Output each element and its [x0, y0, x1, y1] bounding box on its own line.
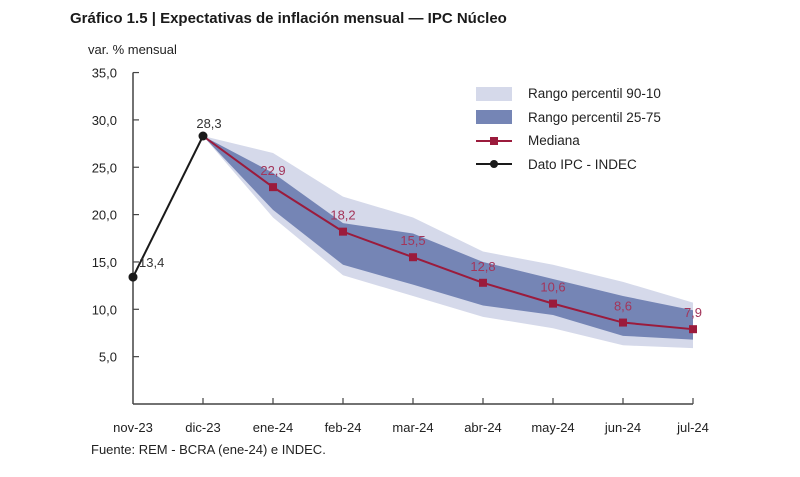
x-tick-label: abr-24	[464, 420, 502, 435]
band-p25-75	[203, 135, 693, 340]
mediana-data-label: 18,2	[330, 208, 355, 223]
legend-swatch-p25-75	[476, 110, 512, 125]
x-tick-label: ene-24	[253, 420, 293, 435]
y-tick-label: 20,0	[92, 208, 117, 223]
mediana-point	[339, 227, 347, 236]
x-tick-label: mar-24	[392, 420, 433, 435]
x-tick-label: jun-24	[604, 420, 641, 435]
mediana-data-label: 22,9	[260, 163, 285, 178]
mediana-data-label: 7,9	[684, 305, 702, 320]
y-tick-label: 30,0	[92, 113, 117, 128]
x-tick-label: may-24	[531, 420, 574, 435]
legend-label-p25-75: Rango percentil 25-75	[528, 109, 661, 125]
mediana-data-label: 10,6	[540, 280, 565, 295]
legend-label-mediana: Mediana	[528, 133, 580, 149]
mediana-point	[619, 318, 627, 327]
legend: Rango percentil 90-10 Rango percentil 25…	[476, 82, 661, 176]
legend-label-p90-10: Rango percentil 90-10	[528, 86, 661, 102]
mediana-data-label: 8,6	[614, 299, 632, 314]
legend-label-ipc-indec: Dato IPC - INDEC	[528, 156, 637, 172]
mediana-point	[689, 325, 697, 334]
ipc-data-label: 28,3	[196, 116, 221, 131]
y-tick-label: 15,0	[92, 255, 117, 270]
ipc-indec-line	[132, 135, 204, 278]
legend-item-ipc-indec: Dato IPC - INDEC	[476, 153, 661, 177]
mediana-line	[202, 135, 694, 331]
y-tick-label: 35,0	[92, 66, 117, 81]
y-tick-label: 5,0	[99, 350, 117, 365]
legend-item-p25-75: Rango percentil 25-75	[476, 106, 661, 130]
mediana-point	[549, 299, 557, 308]
y-tick-label: 10,0	[92, 302, 117, 317]
mediana-data-label: 15,5	[400, 233, 425, 248]
legend-marker-ipc-indec	[476, 157, 512, 171]
legend-item-mediana: Mediana	[476, 129, 661, 153]
legend-swatch-p90-10	[476, 86, 512, 101]
x-tick-label: dic-23	[185, 420, 220, 435]
x-tick-label: nov-23	[113, 420, 153, 435]
ipc-indec-point	[198, 131, 208, 141]
legend-item-p90-10: Rango percentil 90-10	[476, 82, 661, 106]
x-tick-label: feb-24	[325, 420, 362, 435]
chart-title: Gráfico 1.5 | Expectativas de inflación …	[70, 10, 507, 27]
mediana-data-label: 12,8	[470, 259, 495, 274]
y-axis-label: var. % mensual	[88, 42, 177, 57]
ipc-indec-point	[128, 272, 138, 282]
ipc-data-label: 13,4	[139, 255, 164, 270]
legend-marker-mediana	[476, 134, 512, 148]
mediana-point	[409, 253, 417, 262]
x-tick-label: jul-24	[676, 420, 709, 435]
source-note: Fuente: REM - BCRA (ene-24) e INDEC.	[91, 442, 326, 457]
y-tick-label: 25,0	[92, 160, 117, 175]
mediana-point	[269, 183, 277, 192]
mediana-point	[479, 278, 487, 287]
